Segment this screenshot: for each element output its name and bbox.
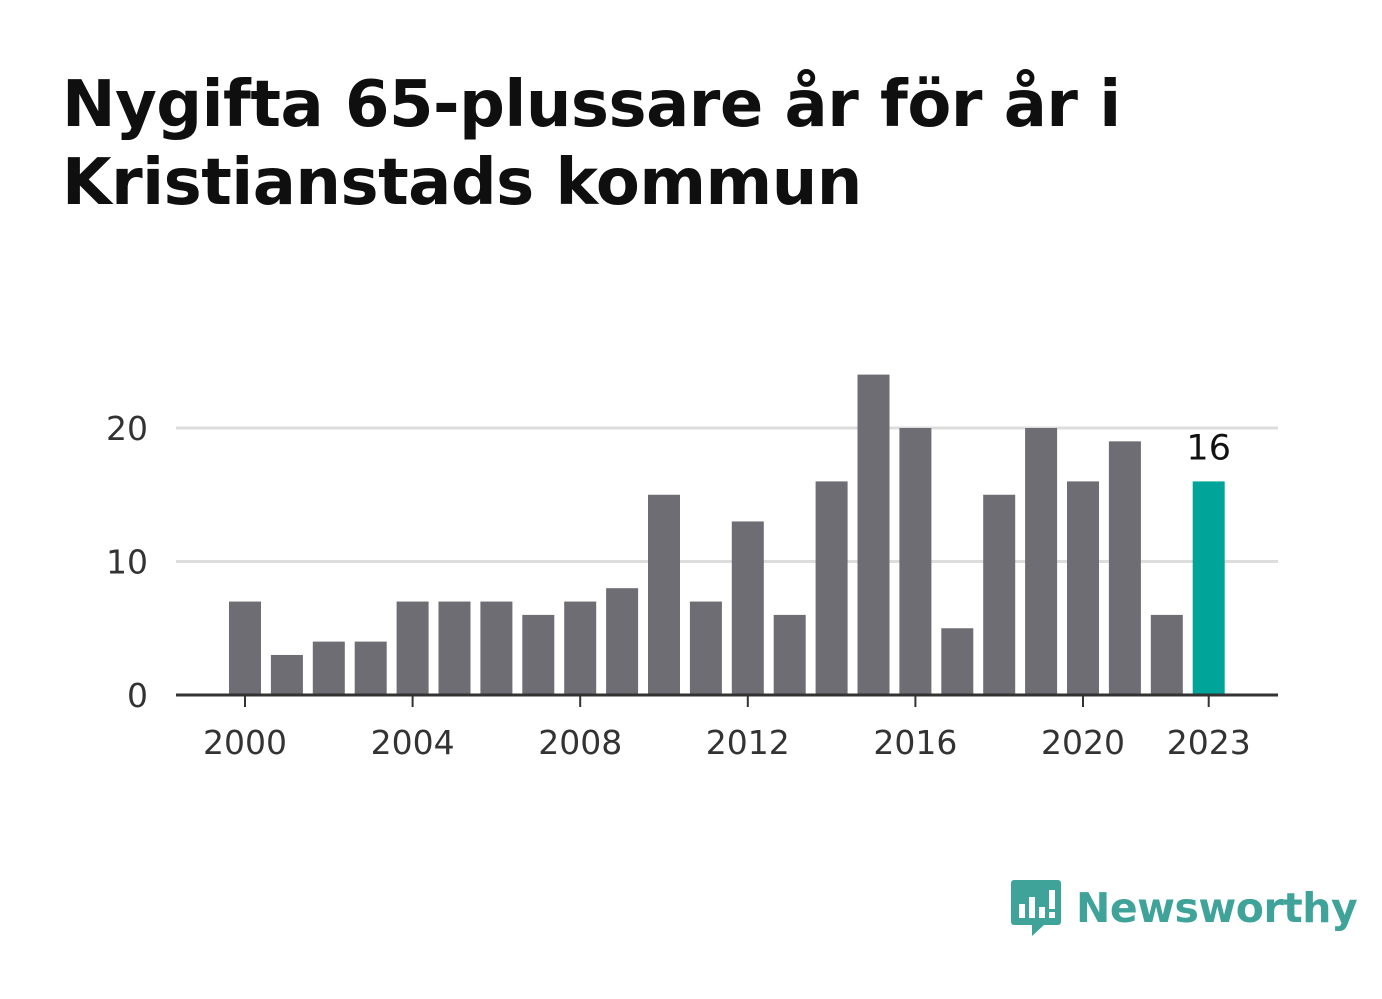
bar-2002 — [312, 641, 345, 695]
bar-2017 — [941, 628, 974, 695]
bar-2018 — [983, 494, 1016, 695]
bar-2012 — [731, 521, 764, 695]
brand-name: Newsworthy — [1076, 884, 1358, 932]
bar-2010 — [648, 494, 680, 695]
x-tick-label-2004: 2004 — [371, 723, 455, 762]
x-tick-label-2023: 2023 — [1167, 723, 1251, 762]
x-tick-label-2020: 2020 — [1041, 723, 1125, 762]
x-axis-labels: 2000 2004 2008 2012 2016 2020 2023 — [203, 723, 1251, 762]
bar-2011 — [689, 601, 722, 695]
bar-2022 — [1150, 614, 1183, 695]
bar-2003 — [354, 641, 387, 695]
newsworthy-logo: Newsworthy — [1010, 878, 1358, 938]
x-tick-label-2012: 2012 — [706, 723, 790, 762]
bar-2007 — [522, 614, 555, 695]
x-tick-label-2016: 2016 — [873, 723, 957, 762]
newsworthy-logo-icon — [1011, 880, 1061, 936]
bar-2008 — [564, 601, 597, 695]
bar-2020 — [1067, 481, 1099, 695]
bar-2015 — [857, 374, 890, 695]
bar-2014 — [815, 481, 848, 695]
bar-2009 — [606, 588, 639, 695]
y-tick-label-20: 20 — [106, 409, 148, 448]
bar-2013 — [773, 614, 806, 695]
bar-2016 — [899, 428, 932, 695]
bar-2000 — [229, 601, 261, 695]
bar-2021 — [1108, 441, 1141, 695]
chart-title: Nygifta 65-plussare år för år i Kristian… — [62, 68, 1121, 220]
bar-2019 — [1025, 428, 1058, 695]
bars — [229, 374, 1225, 695]
bar-2004 — [396, 601, 429, 695]
y-tick-label-10: 10 — [106, 543, 148, 582]
bar-2023 — [1192, 481, 1225, 695]
data-labels: 16 — [1186, 428, 1231, 468]
x-axis — [176, 693, 1278, 707]
y-tick-label-0: 0 — [127, 676, 148, 715]
y-axis-labels: 0 10 20 — [106, 409, 148, 715]
bar-2001 — [270, 654, 303, 695]
x-tick-label-2000: 2000 — [203, 723, 287, 762]
data-label-2023: 16 — [1186, 428, 1231, 468]
bar-2006 — [480, 601, 513, 695]
bar-2005 — [438, 601, 471, 695]
x-tick-label-2008: 2008 — [538, 723, 622, 762]
